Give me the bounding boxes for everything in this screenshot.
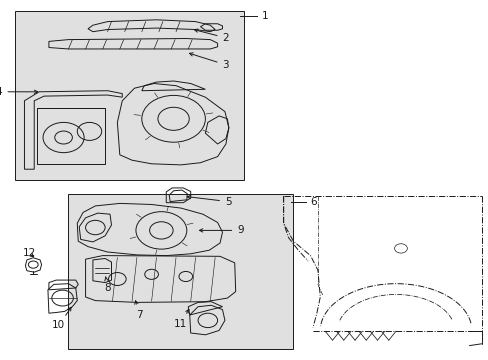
Text: 2: 2 — [194, 29, 229, 43]
Text: 7: 7 — [135, 301, 142, 320]
Text: 6: 6 — [310, 197, 317, 207]
Text: 1: 1 — [261, 11, 268, 21]
Text: 11: 11 — [174, 309, 188, 329]
Text: 8: 8 — [104, 277, 111, 293]
Text: 5: 5 — [187, 195, 231, 207]
Text: 9: 9 — [199, 225, 244, 235]
Text: 4: 4 — [0, 87, 38, 97]
Bar — [15, 11, 244, 180]
Text: 3: 3 — [189, 53, 229, 70]
Bar — [68, 194, 293, 349]
Text: 12: 12 — [22, 248, 36, 258]
Text: 10: 10 — [52, 307, 71, 330]
